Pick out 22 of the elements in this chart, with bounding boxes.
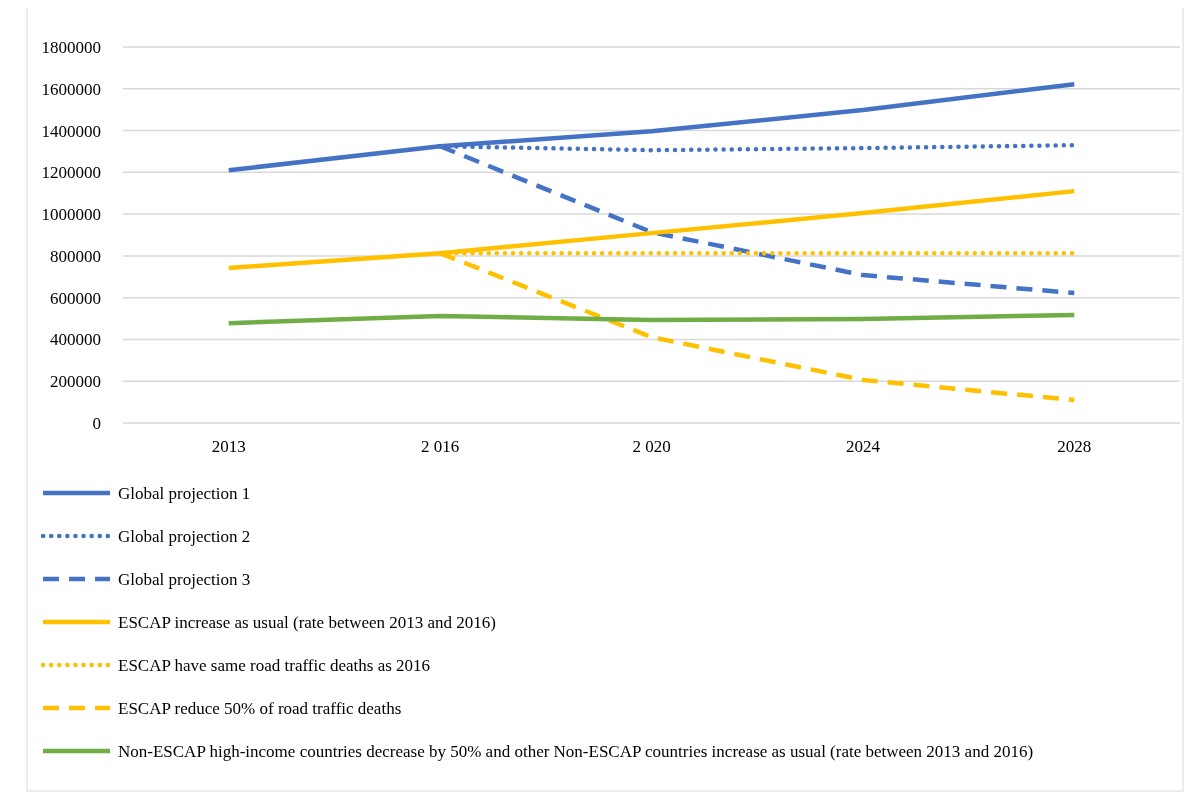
- y-tick-label: 400000: [50, 330, 101, 350]
- x-tick-label: 2 020: [632, 437, 671, 456]
- y-tick-label: 1400000: [41, 121, 101, 141]
- legend-label: ESCAP reduce 50% of road traffic deaths: [118, 699, 402, 718]
- y-tick-label: 0: [92, 413, 101, 433]
- legend-label: Global projection 2: [118, 527, 251, 546]
- x-tick-label: 2024: [845, 437, 881, 456]
- legend-label: Global projection 3: [118, 570, 251, 589]
- legend-label: ESCAP increase as usual (rate between 2013 and 2016): [118, 613, 496, 632]
- y-tick-label: 200000: [50, 372, 101, 392]
- y-tick-label: 1600000: [41, 79, 101, 99]
- y-tick-label: 800000: [50, 246, 101, 266]
- legend-label: Global projection 1: [118, 484, 251, 503]
- x-tick-label: 2013: [211, 437, 246, 456]
- x-tick-label: 2028: [1057, 437, 1092, 456]
- y-tick-label: 1000000: [41, 205, 101, 225]
- legend-label: ESCAP have same road traffic deaths as 2016: [118, 656, 431, 675]
- y-tick-label: 1200000: [41, 163, 101, 183]
- x-tick-label: 2 016: [420, 437, 460, 456]
- y-tick-label: 600000: [50, 288, 101, 308]
- y-tick-label: 1800000: [41, 37, 101, 57]
- legend-label: Non-ESCAP high-income countries decrease by 50% and other Non-ESCAP countries increase as usual (rate between 2013 and 2016): [118, 742, 1034, 761]
